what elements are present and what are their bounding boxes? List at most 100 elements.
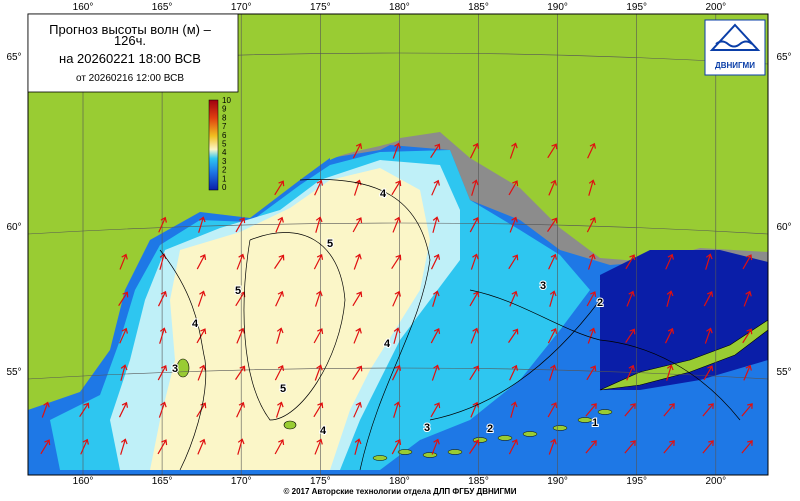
colorbar-label: 9	[222, 105, 227, 114]
colorbar-label: 3	[222, 157, 227, 166]
lon-label-bottom: 195°	[626, 476, 647, 487]
lon-label-bottom: 190°	[547, 476, 568, 487]
wave-arrow	[469, 365, 480, 381]
wave-arrow	[352, 291, 363, 307]
wave-arrow	[509, 142, 518, 159]
wave-arrow	[666, 364, 674, 381]
map-frame	[27, 13, 769, 476]
wave-arrow	[274, 439, 285, 455]
wave-arrow	[197, 364, 206, 381]
island	[552, 425, 568, 431]
colorbar-label: 2	[222, 166, 227, 175]
lat-label-left: 55°	[6, 367, 21, 378]
wave-arrow	[470, 253, 479, 270]
wave-arrow	[236, 401, 245, 418]
wave-arrow	[392, 216, 401, 233]
wave-arrow	[548, 179, 557, 196]
island	[447, 449, 463, 455]
wave-arrow	[315, 216, 323, 233]
wave-arrow	[585, 403, 597, 417]
wave-arrow	[313, 402, 324, 418]
wave-arrow	[548, 438, 557, 455]
wave-arrow	[741, 403, 753, 417]
island	[597, 409, 613, 415]
wave-arrow	[432, 290, 440, 307]
wave-arrow	[430, 143, 441, 159]
wave-arrow	[197, 290, 206, 307]
wave-arrow	[547, 327, 558, 344]
wave-arrow	[663, 403, 675, 417]
title-line: Прогноз высоты волн (м) –	[49, 22, 211, 37]
island	[176, 358, 190, 378]
contour-label: 4	[320, 425, 327, 437]
wave-arrow	[275, 216, 284, 233]
wave-arrow	[120, 438, 128, 455]
island	[283, 420, 297, 430]
contour-label: 2	[597, 297, 603, 309]
wave-arrow	[119, 327, 128, 344]
wave-arrow	[469, 439, 480, 454]
wave-arrow	[274, 254, 285, 269]
wave-arrow	[393, 327, 401, 344]
wave-arrow	[624, 403, 636, 417]
lon-label-bottom: 160°	[73, 476, 94, 487]
wave-arrow	[469, 142, 480, 159]
colorbar-label: 7	[222, 122, 227, 131]
lon-label-top: 195°	[626, 2, 647, 13]
wave-arrow	[314, 438, 323, 455]
contour-label: 4	[384, 338, 391, 350]
parallel	[28, 222, 768, 235]
contour-label: 3	[172, 363, 178, 375]
wave-arrow	[314, 364, 323, 381]
wave-arrow	[509, 364, 518, 381]
wave-arrow	[509, 216, 518, 233]
lon-label-top: 165°	[152, 2, 173, 13]
title-box	[27, 13, 239, 93]
footer: © 2017 Авторские технологии отдела ДЛП Ф…	[284, 487, 517, 496]
wave-arrow	[157, 365, 168, 381]
colorbar	[208, 99, 219, 191]
wave-arrow	[120, 364, 128, 381]
contour-label: 2	[487, 423, 493, 435]
wave-arrow	[158, 401, 167, 418]
wave-arrow	[392, 290, 401, 307]
wave-arrow	[353, 327, 362, 344]
wave-arrow	[548, 364, 557, 381]
wave-arrow	[430, 402, 441, 418]
wave-arrow	[236, 327, 245, 344]
lat-label-left: 65°	[6, 52, 21, 63]
wave-arrow	[743, 364, 752, 381]
wave-arrow	[274, 180, 285, 196]
title-line: 126ч.	[114, 33, 146, 48]
wave-arrow	[430, 253, 441, 270]
chukotka	[330, 14, 400, 160]
wave-arrow	[80, 438, 89, 455]
wave-arrow	[626, 290, 635, 307]
wave-arrow	[586, 216, 597, 233]
wave-arrow	[393, 401, 401, 418]
wave-arrow	[432, 216, 440, 233]
wave-arrow	[508, 328, 519, 343]
wave-arrow	[743, 290, 752, 307]
wave-arrow	[157, 439, 168, 455]
colorbar-label: 5	[222, 140, 227, 149]
wave-arrow	[314, 290, 323, 307]
logo-wave	[715, 40, 753, 48]
wave-arrow	[549, 290, 557, 307]
contour-label: 4	[380, 188, 387, 200]
wave-arrow	[508, 180, 519, 196]
contour-label: 3	[540, 280, 546, 292]
lon-label-top: 185°	[468, 2, 489, 13]
wave-arrow	[588, 179, 596, 196]
wave-arrow	[665, 253, 674, 270]
colorbar-label: 8	[222, 113, 227, 122]
contour-label: 5	[280, 383, 286, 395]
wave-arrow	[354, 438, 362, 455]
wave-arrow	[547, 143, 558, 159]
wave-arrow	[275, 401, 284, 418]
lon-label-top: 190°	[547, 2, 568, 13]
contour-label: 4	[192, 318, 199, 330]
contour-label: 3	[424, 422, 430, 434]
wave-arrow	[275, 290, 284, 307]
contour-line	[429, 299, 601, 421]
